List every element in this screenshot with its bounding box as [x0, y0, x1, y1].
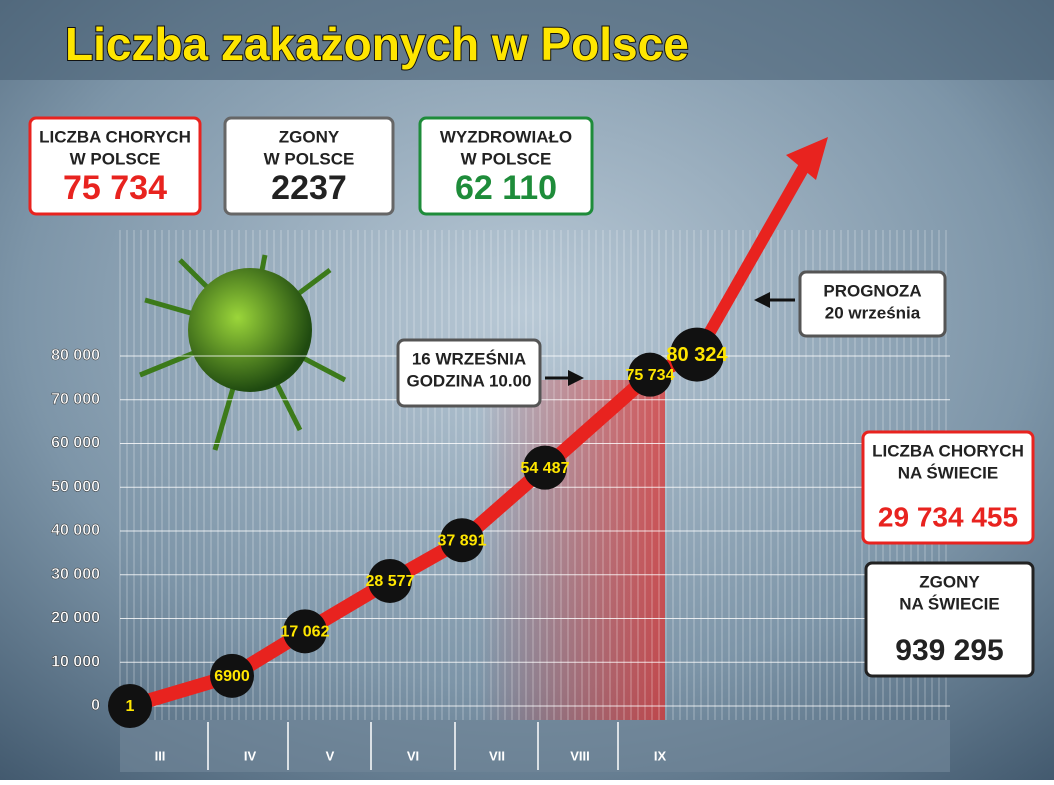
point	[440, 518, 484, 563]
box-text: ZGONY	[919, 572, 980, 591]
point	[523, 445, 567, 490]
pointer-head	[754, 292, 770, 308]
y-tick-label: 50 000	[51, 478, 100, 495]
chart-title: Liczba zakażonych w Polsce	[65, 18, 689, 70]
y-tick-label: 20 000	[51, 610, 100, 627]
box-text: WYZDROWIAŁO	[440, 127, 572, 146]
arrow-head	[786, 137, 828, 180]
point	[670, 327, 724, 382]
box-text: LICZBA CHORYCH	[39, 127, 191, 146]
box-text: NA ŚWIECIE	[898, 463, 998, 482]
data-label: 28 577	[366, 573, 415, 590]
month-band	[120, 720, 950, 772]
y-tick-label: 30 000	[51, 566, 100, 583]
point	[628, 352, 672, 397]
point	[283, 609, 327, 654]
point	[368, 558, 412, 603]
box	[418, 116, 594, 216]
y-tick-label: 70 000	[51, 391, 100, 408]
box-value: 75 734	[63, 169, 167, 207]
data-label: 75 734	[626, 367, 675, 384]
box	[798, 270, 947, 338]
data-label: 80 324	[666, 344, 728, 366]
pointer-head	[568, 370, 584, 386]
box	[28, 116, 202, 216]
box-text: GODZINA 10.00	[406, 371, 531, 390]
box-text: LICZBA CHORYCH	[872, 441, 1024, 460]
box	[223, 116, 395, 216]
month-label: V	[326, 748, 335, 763]
box	[861, 430, 1035, 545]
month-label: III	[155, 748, 166, 763]
data-label: 37 891	[438, 532, 487, 549]
month-label: VI	[407, 748, 419, 763]
month-label: IV	[244, 748, 257, 763]
box-text: NA ŚWIECIE	[899, 594, 999, 613]
box-text: 16 WRZEŚNIA	[412, 349, 526, 368]
box-text: ZGONY	[279, 127, 340, 146]
month-label: IX	[654, 748, 667, 763]
box-text: 20 września	[825, 303, 921, 322]
box-text: W POLSCE	[70, 149, 161, 168]
data-label: 6900	[214, 668, 250, 685]
box-text: PROGNOZA	[823, 281, 921, 300]
point	[108, 683, 152, 728]
box-text: W POLSCE	[264, 149, 355, 168]
box	[396, 338, 542, 408]
month-label: VII	[489, 748, 505, 763]
month-label: VIII	[570, 748, 590, 763]
box-value: 62 110	[455, 169, 557, 207]
header-band	[0, 0, 1054, 80]
box-text: W POLSCE	[461, 149, 552, 168]
box-value: 2237	[271, 169, 347, 207]
box-value: 939 295	[895, 634, 1003, 667]
y-tick-label: 10 000	[51, 653, 100, 670]
data-label: 17 062	[281, 624, 330, 641]
box	[864, 561, 1035, 678]
y-tick-label: 60 000	[51, 435, 100, 452]
y-tick-label: 0	[91, 697, 100, 714]
y-tick-label: 80 000	[51, 347, 100, 364]
y-tick-label: 40 000	[51, 522, 100, 539]
data-label: 54 487	[521, 460, 570, 477]
glow	[480, 380, 665, 720]
virus	[139, 254, 347, 451]
box-value: 29 734 455	[878, 501, 1018, 532]
data-label: 1	[126, 698, 135, 715]
arrow-shaft	[691, 157, 814, 358]
point	[210, 653, 254, 698]
